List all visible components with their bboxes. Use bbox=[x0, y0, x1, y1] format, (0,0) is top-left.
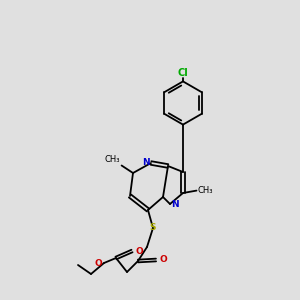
Text: N: N bbox=[172, 200, 179, 209]
Text: O: O bbox=[160, 256, 167, 265]
Text: O: O bbox=[95, 259, 103, 268]
Text: S: S bbox=[150, 224, 156, 232]
Text: Cl: Cl bbox=[178, 68, 188, 78]
Text: CH₃: CH₃ bbox=[105, 155, 120, 164]
Text: O: O bbox=[136, 247, 143, 256]
Text: CH₃: CH₃ bbox=[198, 186, 214, 195]
Text: N: N bbox=[142, 158, 149, 167]
